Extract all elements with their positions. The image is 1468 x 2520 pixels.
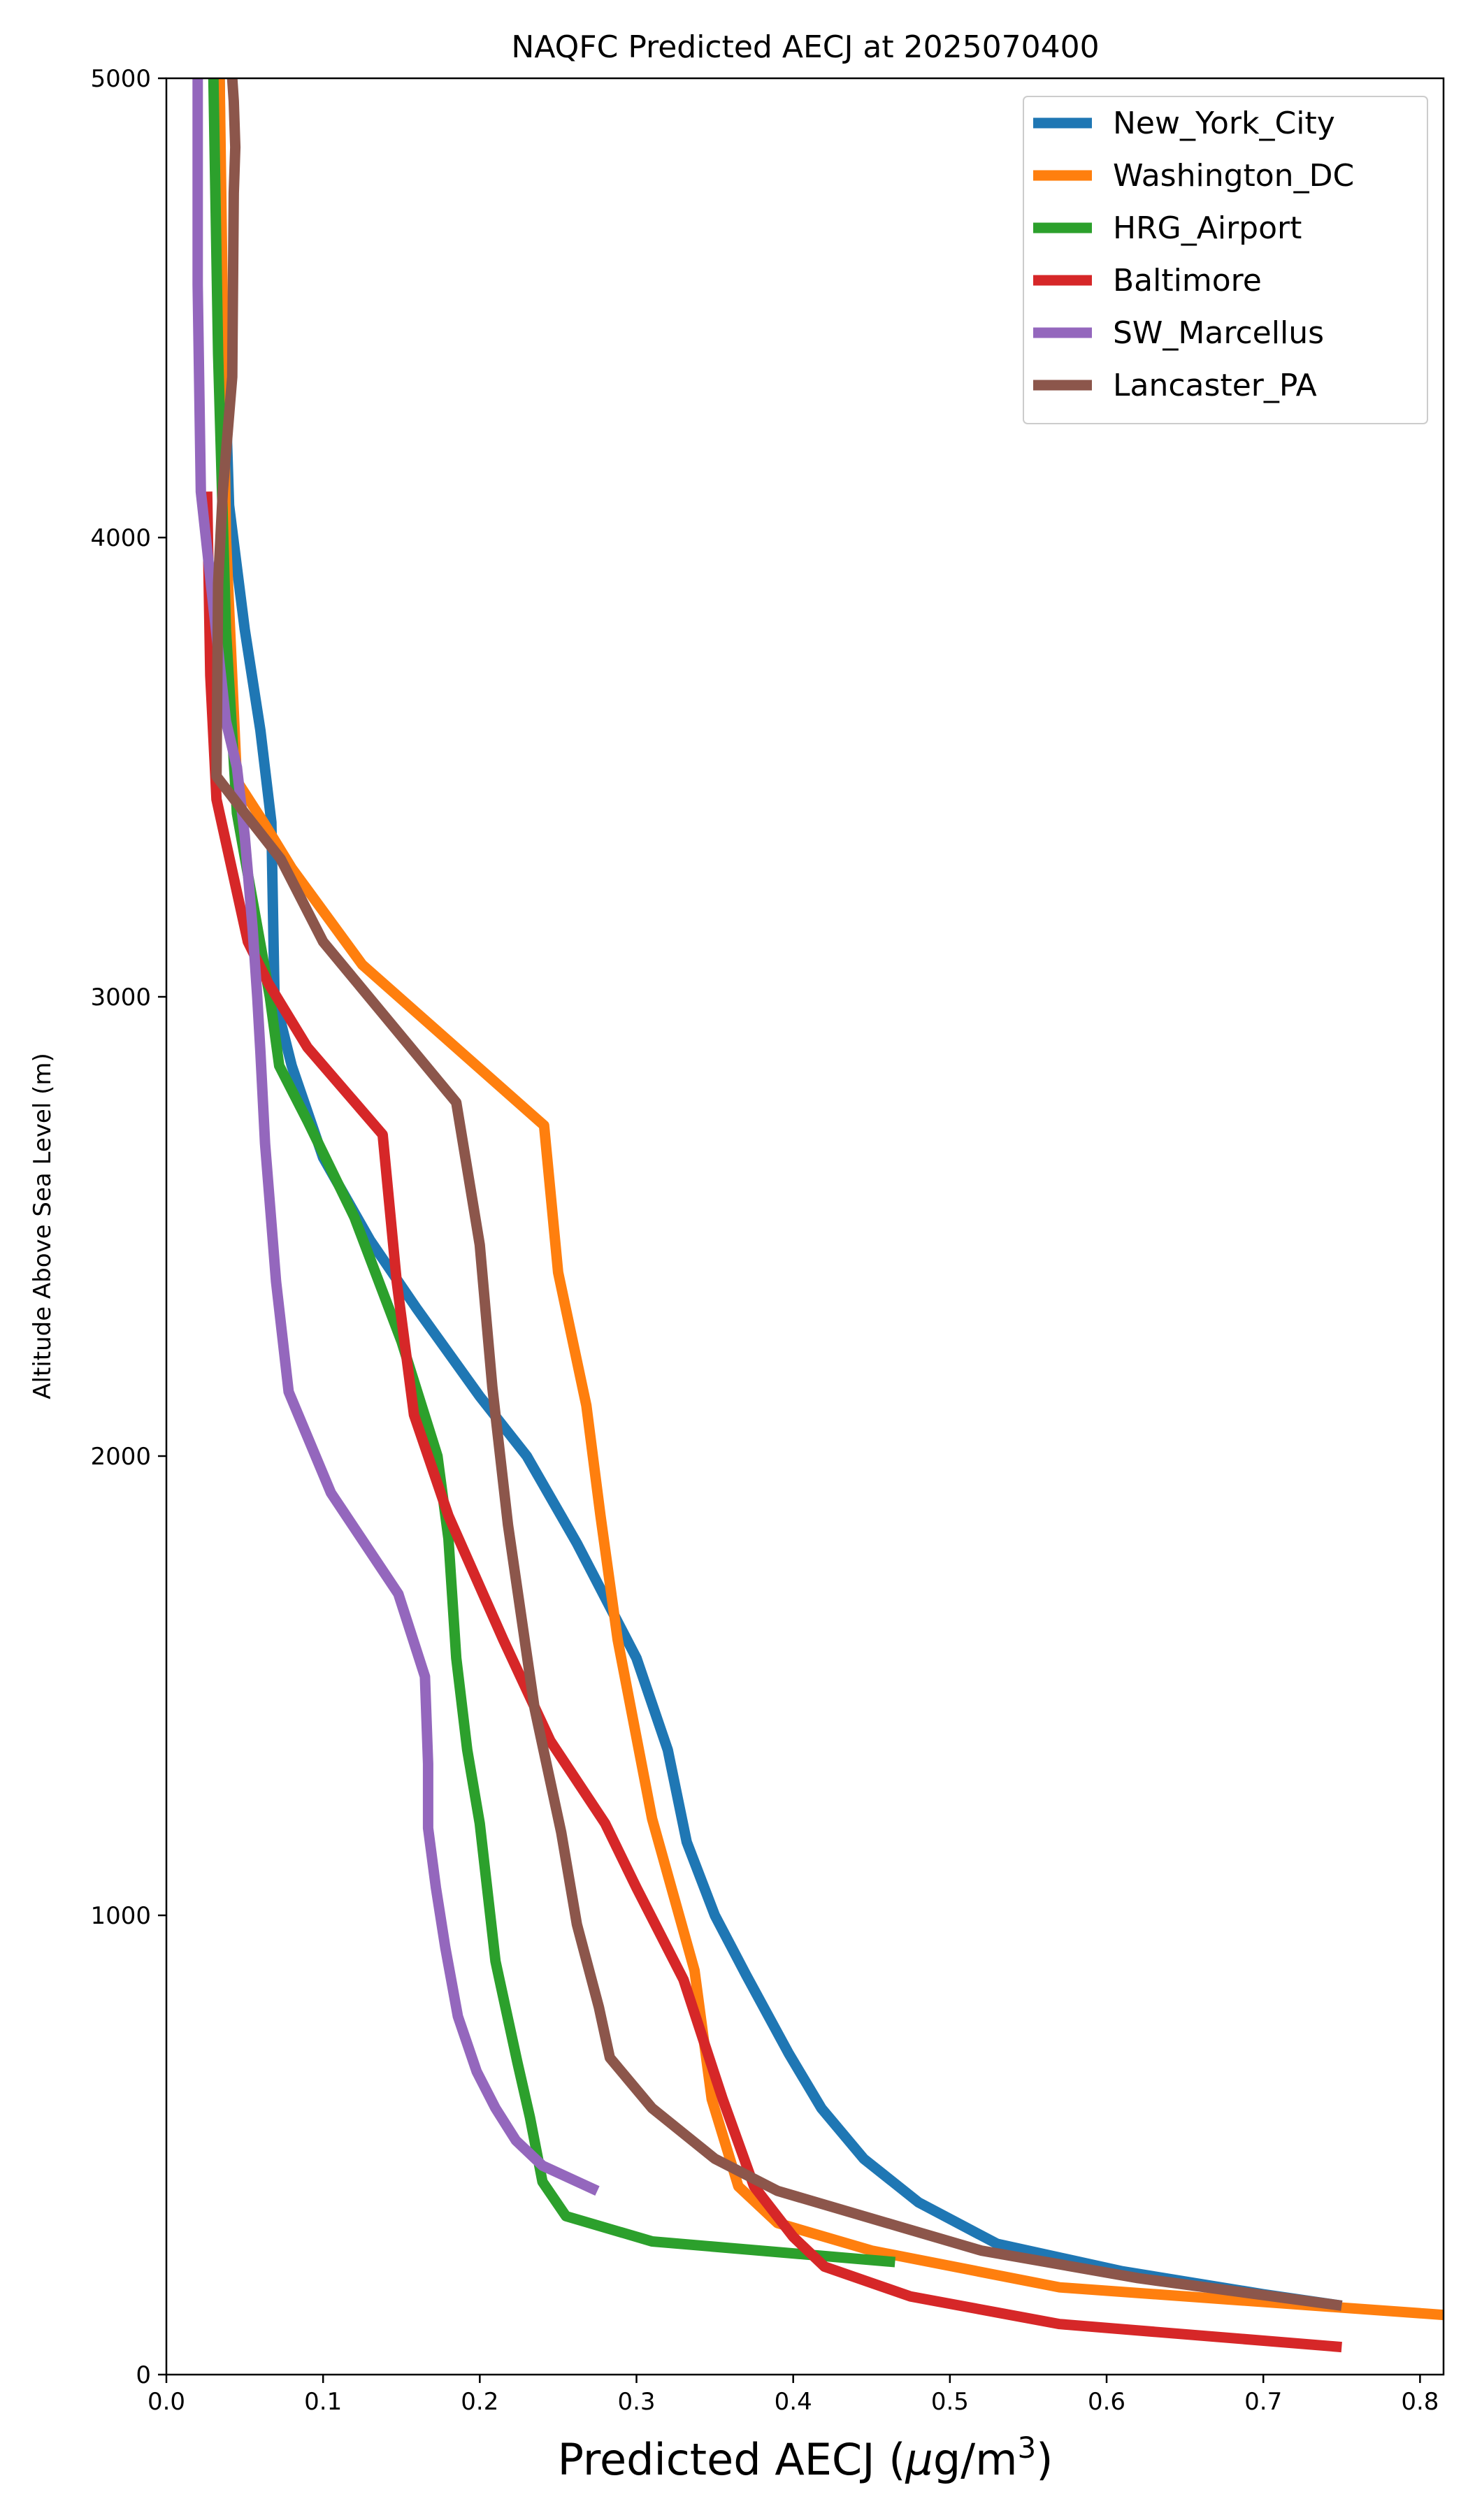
x-tick-label: 0.3 (617, 2388, 655, 2416)
y-tick-label: 5000 (90, 65, 151, 93)
y-tick-label: 0 (136, 2361, 151, 2389)
legend-label: Lancaster_PA (1113, 368, 1317, 403)
series-line-new-york-city (214, 78, 1343, 2311)
y-tick-label: 2000 (90, 1443, 151, 1471)
plot-area (192, 78, 1444, 2353)
legend: New_York_City Washington_DC HRG_Airport Bal… (1023, 96, 1428, 424)
series-line-lancaster-pa (211, 78, 1343, 2311)
legend-label: Washington_DC (1113, 158, 1354, 194)
legend-box (1023, 96, 1428, 424)
y-tick-label: 3000 (90, 984, 151, 1011)
legend-label: SW_Marcellus (1113, 315, 1324, 351)
x-tick-label: 0.8 (1401, 2388, 1439, 2416)
x-axis-label: Predicted AECJ (μg/m3) (558, 2431, 1053, 2485)
x-tick-label: 0.1 (304, 2388, 342, 2416)
x-tick-label: 0.6 (1088, 2388, 1125, 2416)
legend-label: New_York_City (1113, 106, 1335, 141)
x-tick-label: 0.7 (1244, 2388, 1282, 2416)
x-tick-label: 0.0 (147, 2388, 185, 2416)
y-axis-label: Altitude Above Sea Level (m) (29, 1053, 57, 1399)
chart-title: NAQFC Predicted AECJ at 2025070400 (511, 29, 1099, 65)
x-tick-label: 0.5 (931, 2388, 969, 2416)
x-tick-label: 0.2 (461, 2388, 498, 2416)
series-line-sw-marcellus (192, 78, 600, 2196)
y-tick-label: 1000 (90, 1902, 151, 1930)
axes: 0.0 0.1 0.2 0.3 0.4 0.5 0.6 0.7 0.8 0 1000 2000 3000… (90, 65, 1445, 2416)
plot-frame (165, 77, 1445, 2376)
legend-label: Baltimore (1113, 263, 1262, 298)
y-tick-label: 4000 (90, 524, 151, 552)
legend-label: HRG_Airport (1113, 210, 1302, 246)
x-tick-label: 0.4 (775, 2388, 812, 2416)
